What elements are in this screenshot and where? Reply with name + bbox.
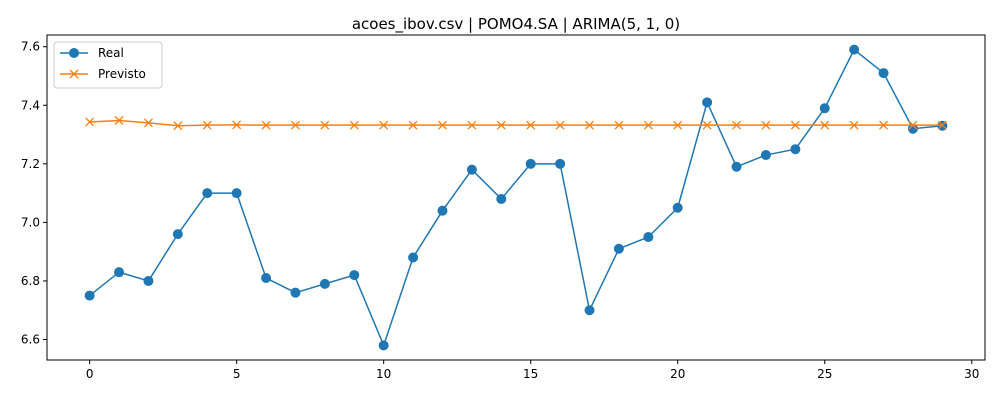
data-point	[85, 117, 95, 127]
data-point	[525, 158, 536, 169]
legend-item-previsto: Previsto	[60, 67, 146, 81]
data-point	[379, 120, 389, 130]
data-point	[438, 120, 447, 130]
data-point	[526, 120, 536, 130]
y-tick-label: 7.2	[21, 157, 40, 171]
x-tick-label: 10	[376, 367, 391, 381]
data-point	[878, 68, 889, 79]
data-point	[732, 120, 741, 130]
data-point	[291, 120, 300, 130]
data-point	[232, 120, 242, 130]
data-point	[496, 193, 507, 204]
data-point	[819, 103, 830, 114]
y-tick-label: 7.6	[21, 40, 40, 54]
y-tick-label: 7.4	[21, 98, 40, 112]
data-point	[114, 267, 125, 278]
axis-ticks: 0 5 10 15 20 25 30 6.6 6.8 7.0 7.2 7.4 7.6	[21, 40, 980, 381]
data-point	[202, 188, 213, 199]
data-point	[820, 120, 830, 130]
legend-label: Real	[98, 46, 124, 60]
data-point	[555, 158, 566, 169]
data-point	[466, 164, 477, 175]
data-point	[937, 120, 947, 130]
data-point	[907, 123, 918, 134]
x-tick-label: 30	[964, 367, 979, 381]
data-point	[790, 144, 801, 155]
series-line-previsto	[89, 119, 943, 127]
data-point	[319, 278, 330, 289]
data-point	[496, 120, 506, 130]
legend-marker	[69, 69, 79, 79]
x-tick-label: 25	[817, 367, 832, 381]
x-tick-label: 15	[523, 367, 538, 381]
data-point	[172, 229, 183, 240]
data-point	[702, 120, 712, 130]
data-point	[761, 120, 771, 130]
series-previsto	[85, 116, 947, 131]
legend-item-real: Real	[60, 46, 124, 60]
x-tick-label: 5	[233, 367, 241, 381]
data-point	[261, 120, 271, 130]
data-point	[408, 252, 419, 263]
y-tick-label: 7.0	[21, 215, 40, 229]
data-point	[231, 188, 242, 199]
data-point	[908, 120, 918, 130]
data-point	[643, 120, 653, 130]
data-point	[467, 120, 477, 130]
data-point	[702, 97, 713, 108]
plot-frame	[46, 34, 986, 361]
legend-label: Previsto	[98, 67, 146, 81]
y-tick-label: 6.8	[21, 274, 40, 288]
chart-title: acoes_ibov.csv | POMO4.SA | ARIMA(5, 1, …	[352, 15, 680, 34]
data-point	[84, 290, 95, 301]
series-real	[84, 44, 948, 351]
data-point	[849, 44, 860, 55]
data-point	[261, 273, 272, 284]
data-point	[349, 120, 359, 130]
series-layer	[84, 44, 948, 351]
data-point	[584, 305, 595, 316]
data-point	[378, 340, 389, 351]
data-point	[790, 120, 800, 130]
data-point	[614, 120, 624, 130]
series-line-real	[89, 48, 943, 347]
data-point	[760, 150, 771, 161]
data-point	[672, 202, 683, 213]
data-point	[349, 270, 360, 281]
data-point	[673, 120, 683, 130]
data-point	[173, 121, 183, 131]
data-point	[320, 120, 330, 130]
data-point	[437, 205, 448, 216]
y-tick-label: 6.6	[21, 333, 40, 347]
data-point	[879, 120, 889, 130]
x-tick-label: 20	[670, 367, 685, 381]
data-point	[202, 120, 212, 130]
x-tick-label: 0	[86, 367, 94, 381]
data-point	[613, 243, 624, 254]
data-point	[143, 275, 154, 286]
legend: Real Previsto	[53, 41, 163, 89]
data-point	[143, 118, 153, 128]
data-point	[290, 287, 301, 298]
data-point	[555, 120, 565, 130]
data-point	[585, 120, 594, 130]
data-point	[731, 161, 742, 172]
legend-marker	[69, 48, 79, 58]
data-point	[849, 120, 859, 130]
data-point	[643, 232, 654, 243]
data-point	[408, 120, 418, 130]
data-point	[114, 116, 124, 125]
